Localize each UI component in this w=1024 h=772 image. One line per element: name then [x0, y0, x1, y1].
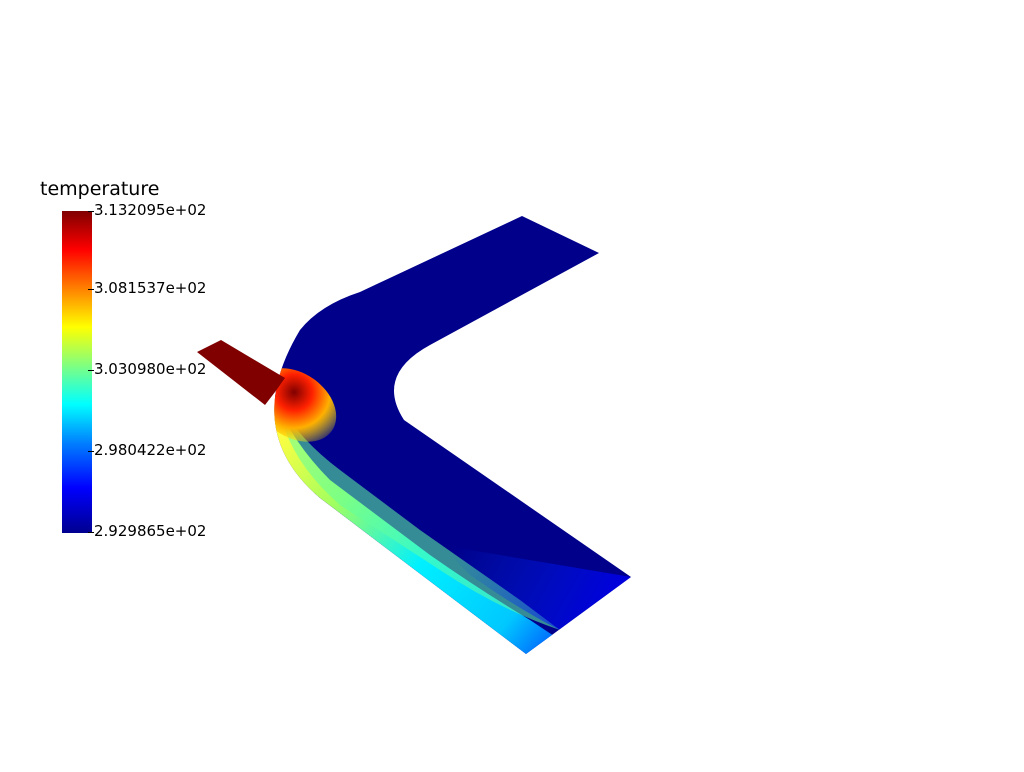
side-inlet — [197, 340, 285, 405]
scalar-bar-tick-max: 3.132095e+02 — [87, 201, 207, 219]
scalar-bar-tick: 3.081537e+02 — [87, 279, 207, 297]
scalar-bar-title: temperature — [40, 178, 160, 200]
scalar-bar-tick: 3.030980e+02 — [87, 360, 207, 378]
scalar-bar-tick: 2.980422e+02 — [87, 441, 207, 459]
blue-fringe — [440, 545, 631, 630]
pipe-bend-surface — [274, 216, 631, 654]
scalar-bar-tick-min: 2.929865e+02 — [87, 522, 207, 540]
scalar-bar-colormap — [62, 211, 92, 533]
temperature-plume — [274, 392, 560, 654]
